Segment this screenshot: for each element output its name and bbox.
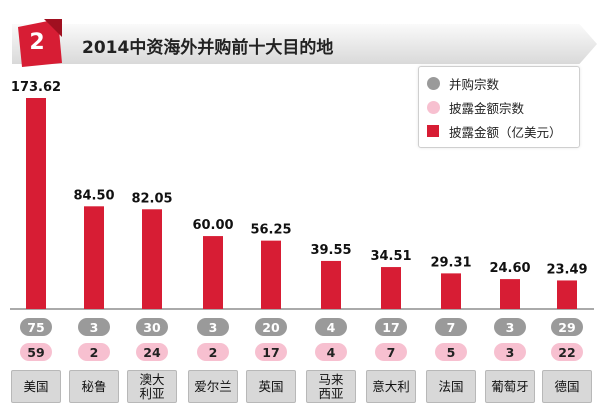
bar-9 xyxy=(500,279,520,309)
legend-item-deals: 并购宗数 xyxy=(427,73,499,93)
red-square-icon xyxy=(427,125,439,137)
category-label-10: 德国 xyxy=(542,370,592,403)
deal-count-badge-7: 17 xyxy=(375,318,407,336)
bar-value-label-7: 34.51 xyxy=(370,249,411,264)
bar-7 xyxy=(381,267,401,309)
legend: 并购宗数 披露金额宗数 披露金额（亿美元） xyxy=(418,66,580,148)
bar-value-label-1: 173.62 xyxy=(11,80,61,95)
category-label-6: 马来 西亚 xyxy=(306,370,356,403)
bar-2 xyxy=(84,206,104,309)
deal-count-badge-9: 3 xyxy=(494,318,526,336)
bar-6 xyxy=(321,260,341,309)
title-banner xyxy=(12,24,597,64)
deal-count-badge-10: 29 xyxy=(551,318,583,336)
deal-count-badge-3: 30 xyxy=(136,318,168,336)
legend-item-disclosed-amount: 披露金额（亿美元） xyxy=(427,121,562,141)
bar-value-label-8: 29.31 xyxy=(430,255,471,270)
chart-title: 2014中资海外并购前十大目的地 xyxy=(82,38,334,58)
disclosed-count-badge-7: 7 xyxy=(375,343,407,361)
category-label-4: 爱尔兰 xyxy=(188,370,238,403)
bar-value-label-5: 56.25 xyxy=(250,223,291,238)
gray-dot-icon xyxy=(427,76,440,90)
bar-3 xyxy=(142,209,162,309)
deal-count-badge-4: 3 xyxy=(197,318,229,336)
bar-5 xyxy=(261,240,281,309)
legend-label-deals: 并购宗数 xyxy=(449,76,500,92)
disclosed-count-badge-4: 2 xyxy=(197,343,229,361)
bar-1 xyxy=(26,98,46,309)
category-label-1: 美国 xyxy=(11,370,61,403)
category-label-9: 葡萄牙 xyxy=(485,370,535,403)
legend-label-disclosed-amount: 披露金额（亿美元） xyxy=(449,124,562,140)
bar-4 xyxy=(203,236,223,309)
bar-10 xyxy=(557,280,577,309)
disclosed-count-badge-2: 2 xyxy=(78,343,110,361)
deal-count-badge-5: 20 xyxy=(255,318,287,336)
section-badge-icon xyxy=(18,19,62,67)
disclosed-count-badge-9: 3 xyxy=(494,343,526,361)
deal-count-badge-6: 4 xyxy=(315,318,347,336)
bar-value-label-10: 23.49 xyxy=(546,262,587,277)
bar-value-label-3: 82.05 xyxy=(131,191,172,206)
category-label-5: 英国 xyxy=(246,370,296,403)
disclosed-count-badge-1: 59 xyxy=(20,343,52,361)
legend-item-disclosed-deals: 披露金额宗数 xyxy=(427,97,524,117)
disclosed-count-badge-5: 17 xyxy=(255,343,287,361)
bar-value-label-2: 84.50 xyxy=(73,188,114,203)
deal-count-badge-8: 7 xyxy=(435,318,467,336)
disclosed-count-badge-6: 4 xyxy=(315,343,347,361)
deal-count-badge-1: 75 xyxy=(20,318,52,336)
category-label-3: 澳大 利亚 xyxy=(127,370,177,403)
pink-dot-icon xyxy=(427,100,440,114)
category-label-8: 法国 xyxy=(426,370,476,403)
bar-8 xyxy=(441,273,461,309)
category-label-2: 秘鲁 xyxy=(69,370,119,403)
bar-value-label-6: 39.55 xyxy=(310,243,351,258)
category-label-7: 意大利 xyxy=(366,370,416,403)
section-number: 2 xyxy=(29,30,45,55)
disclosed-count-badge-3: 24 xyxy=(136,343,168,361)
deal-count-badge-2: 3 xyxy=(78,318,110,336)
disclosed-count-badge-8: 5 xyxy=(435,343,467,361)
bar-value-label-9: 24.60 xyxy=(489,261,530,276)
bar-value-label-4: 60.00 xyxy=(192,218,233,233)
disclosed-count-badge-10: 22 xyxy=(551,343,583,361)
legend-label-disclosed-deals: 披露金额宗数 xyxy=(449,100,525,116)
